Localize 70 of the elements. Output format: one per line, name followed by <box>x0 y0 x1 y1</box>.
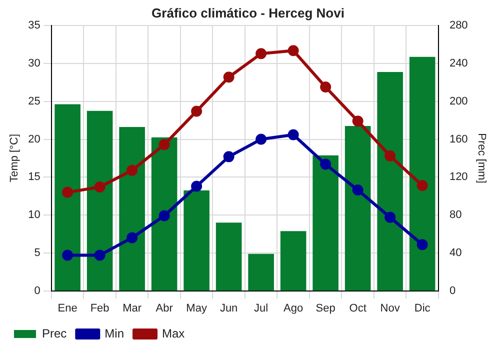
y2-tick-label: 0 <box>449 284 456 297</box>
legend-label: Min <box>104 326 124 340</box>
chart-title: Gráfico climático - Herceg Novi <box>152 5 344 20</box>
y-tick-label: 20 <box>28 133 40 146</box>
y2-tick-label: 240 <box>449 58 468 70</box>
bar <box>54 104 80 291</box>
point <box>62 250 74 261</box>
y-axis-title: Temp [°C] <box>8 134 21 182</box>
point <box>223 72 234 83</box>
point <box>191 180 202 192</box>
bar <box>344 126 371 291</box>
y2-tick-label: 40 <box>449 246 462 259</box>
point <box>223 151 234 162</box>
point <box>320 158 332 170</box>
y2-tick-label: 280 <box>449 20 468 32</box>
point <box>126 232 138 244</box>
point <box>352 116 364 127</box>
point <box>320 81 332 92</box>
x-tick-label: Mar <box>122 302 142 314</box>
y-tick-label: 15 <box>28 171 40 184</box>
y-tick-label: 5 <box>34 246 40 259</box>
point <box>158 139 170 150</box>
x-tick-label: Ago <box>284 302 304 314</box>
point <box>191 106 202 117</box>
bar <box>248 254 274 291</box>
point <box>384 212 396 223</box>
x-tick-label: Nov <box>380 302 400 314</box>
x-tick-label: Oct <box>349 302 366 314</box>
y-tick-label: 25 <box>28 95 40 108</box>
bar <box>377 72 403 291</box>
x-tick-label: Dic <box>414 302 431 314</box>
y2-axis-title: Prec [mm] <box>475 133 488 184</box>
point <box>126 164 138 176</box>
y-tick-label: 35 <box>28 20 40 32</box>
y2-tick-label: 80 <box>449 209 462 222</box>
point <box>416 180 428 191</box>
x-tick-label: Feb <box>90 302 110 314</box>
legend-label: Max <box>162 326 185 340</box>
y-tick-label: 0 <box>34 284 40 297</box>
bar <box>409 56 436 291</box>
y2-tick-label: 160 <box>449 133 468 146</box>
point <box>94 181 106 192</box>
y-tick-label: 10 <box>28 209 40 222</box>
bar <box>280 231 306 291</box>
point <box>352 184 364 196</box>
bar <box>216 222 242 291</box>
x-tick-label: Abr <box>156 302 174 314</box>
legend-label: Prec <box>42 326 67 340</box>
point <box>256 48 267 60</box>
x-tick-label: Jun <box>220 302 238 314</box>
bar <box>184 190 210 291</box>
point <box>256 134 267 145</box>
x-tick-label: Jul <box>254 302 268 314</box>
y2-tick-label: 120 <box>449 171 468 184</box>
point <box>384 150 396 162</box>
y2-tick-label: 200 <box>449 95 468 108</box>
bar <box>312 155 338 291</box>
x-tick-label: May <box>186 302 208 314</box>
x-tick-label: Ene <box>58 302 78 314</box>
point <box>158 210 170 222</box>
bar <box>151 137 178 291</box>
y-tick-label: 30 <box>28 58 40 70</box>
bar <box>119 126 145 291</box>
point <box>94 250 106 261</box>
point <box>288 129 299 140</box>
bar <box>86 110 113 291</box>
x-tick-label: Sep <box>316 302 336 314</box>
point <box>62 186 74 198</box>
point <box>288 45 299 56</box>
point <box>416 239 428 250</box>
